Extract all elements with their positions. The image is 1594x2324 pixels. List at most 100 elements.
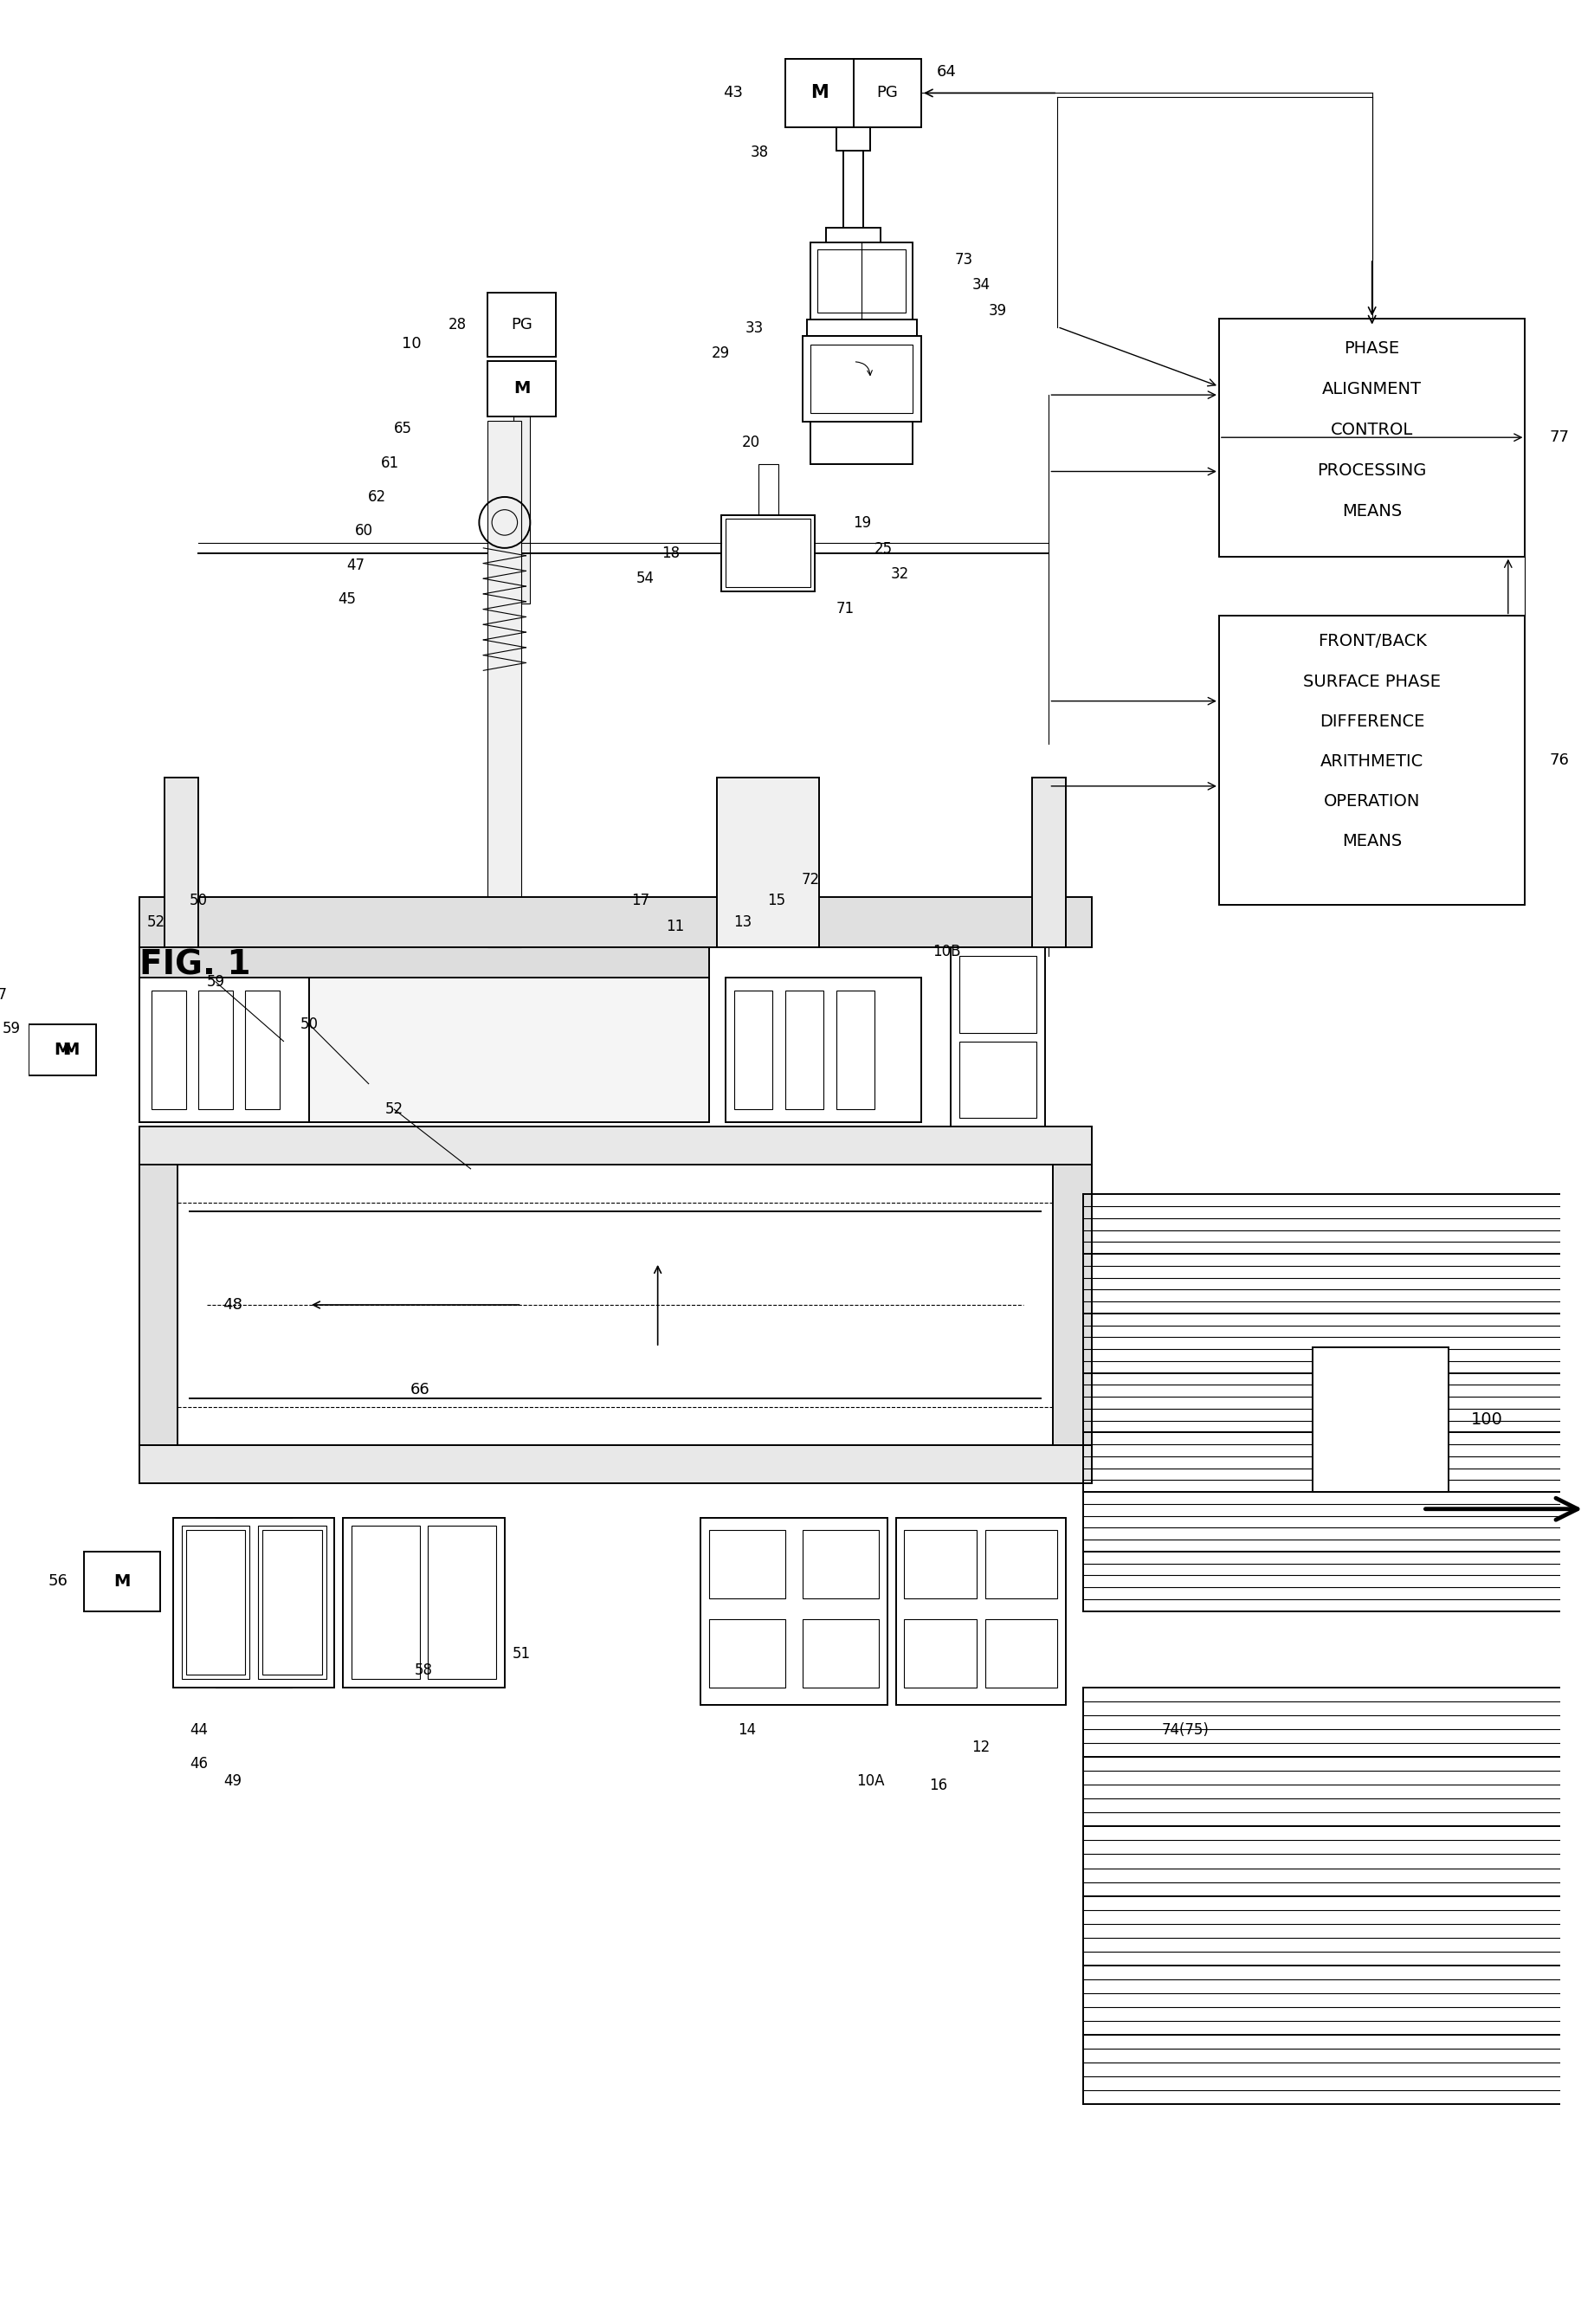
Text: 10: 10 [402, 337, 421, 351]
Bar [802, 1529, 878, 1599]
Text: 48: 48 [223, 1297, 242, 1313]
Text: 59: 59 [207, 974, 225, 990]
Bar [725, 978, 921, 1122]
Text: 61: 61 [381, 456, 398, 472]
Text: 19: 19 [853, 516, 870, 532]
Bar [245, 990, 279, 1109]
Bar [1312, 1348, 1449, 1492]
Bar [735, 990, 773, 1109]
Bar [139, 897, 1092, 948]
Text: MEANS: MEANS [1342, 834, 1403, 851]
Text: 47: 47 [347, 558, 365, 572]
Text: 56: 56 [48, 1573, 69, 1590]
Bar [199, 990, 233, 1109]
Text: 43: 43 [722, 86, 743, 100]
Bar [853, 58, 921, 128]
Text: 45: 45 [338, 590, 357, 607]
Text: 14: 14 [738, 1722, 756, 1738]
Bar [343, 1518, 505, 1687]
Bar [807, 318, 917, 337]
Bar [725, 518, 811, 588]
Bar [258, 1527, 327, 1678]
Bar [709, 1620, 786, 1687]
Text: 62: 62 [368, 488, 386, 504]
Bar [960, 955, 1036, 1032]
Bar [1219, 616, 1525, 904]
Text: 44: 44 [190, 1722, 207, 1738]
Text: 12: 12 [972, 1738, 990, 1755]
Text: 52: 52 [386, 1102, 403, 1118]
Bar [139, 1164, 177, 1446]
Bar [29, 1025, 97, 1076]
Text: 76: 76 [1549, 753, 1568, 769]
Bar [826, 228, 880, 242]
Text: 54: 54 [636, 572, 654, 586]
Bar [1031, 779, 1066, 948]
Text: 65: 65 [394, 421, 411, 437]
Bar [84, 1552, 161, 1611]
Bar [759, 465, 778, 516]
Text: ARITHMETIC: ARITHMETIC [1320, 753, 1423, 769]
Bar [802, 1620, 878, 1687]
Text: PHASE: PHASE [1344, 339, 1400, 356]
Text: 16: 16 [929, 1778, 947, 1794]
Text: 64: 64 [937, 65, 956, 79]
Bar [985, 1529, 1057, 1599]
Text: 11: 11 [666, 918, 684, 934]
Text: OPERATION: OPERATION [1325, 792, 1420, 809]
Bar [429, 1527, 496, 1678]
Text: PG: PG [877, 86, 897, 100]
Bar [837, 128, 870, 151]
Text: M: M [513, 379, 531, 397]
Bar [802, 337, 921, 421]
Text: M: M [810, 84, 829, 102]
Text: 28: 28 [448, 316, 467, 332]
Text: 100: 100 [1471, 1411, 1503, 1427]
Text: 17: 17 [631, 892, 650, 909]
Text: 58: 58 [414, 1662, 434, 1678]
Bar [700, 1518, 888, 1703]
Text: 66: 66 [410, 1383, 429, 1397]
Text: 39: 39 [988, 302, 1007, 318]
Text: 29: 29 [711, 346, 730, 360]
Text: ALIGNMENT: ALIGNMENT [1323, 381, 1422, 397]
Bar [139, 978, 309, 1122]
Bar [896, 1518, 1066, 1703]
Bar [818, 249, 905, 311]
Text: M: M [54, 1041, 70, 1057]
Bar [488, 421, 521, 948]
Text: FIG. 1: FIG. 1 [139, 948, 250, 981]
Text: DIFFERENCE: DIFFERENCE [1320, 713, 1425, 730]
Text: 25: 25 [874, 541, 893, 558]
Bar [837, 990, 875, 1109]
Bar [811, 344, 913, 414]
Bar [139, 1446, 1092, 1483]
Text: 10B: 10B [932, 944, 961, 960]
Bar [843, 151, 864, 228]
Text: 49: 49 [223, 1773, 242, 1789]
Text: SURFACE PHASE: SURFACE PHASE [1304, 674, 1441, 690]
Text: 10A: 10A [856, 1773, 885, 1789]
Bar [1054, 1164, 1092, 1446]
Bar [186, 1529, 245, 1676]
Bar [174, 1518, 335, 1687]
Bar [811, 421, 913, 465]
Text: 50: 50 [300, 1016, 319, 1032]
Bar [722, 516, 815, 590]
Text: 38: 38 [751, 144, 768, 160]
Bar [151, 990, 186, 1109]
Bar [904, 1529, 977, 1599]
Text: 77: 77 [1549, 430, 1568, 446]
Text: 34: 34 [972, 277, 990, 293]
Text: PROCESSING: PROCESSING [1317, 462, 1427, 479]
Text: M: M [62, 1041, 80, 1057]
Text: 72: 72 [802, 872, 819, 888]
Text: 13: 13 [733, 913, 752, 930]
Bar [1219, 318, 1525, 555]
Text: 50: 50 [190, 892, 207, 909]
Text: 46: 46 [190, 1757, 207, 1771]
Text: 51: 51 [513, 1645, 531, 1662]
Text: 57: 57 [0, 988, 8, 1002]
Text: FRONT/BACK: FRONT/BACK [1318, 634, 1427, 651]
Text: 59: 59 [2, 1020, 21, 1037]
